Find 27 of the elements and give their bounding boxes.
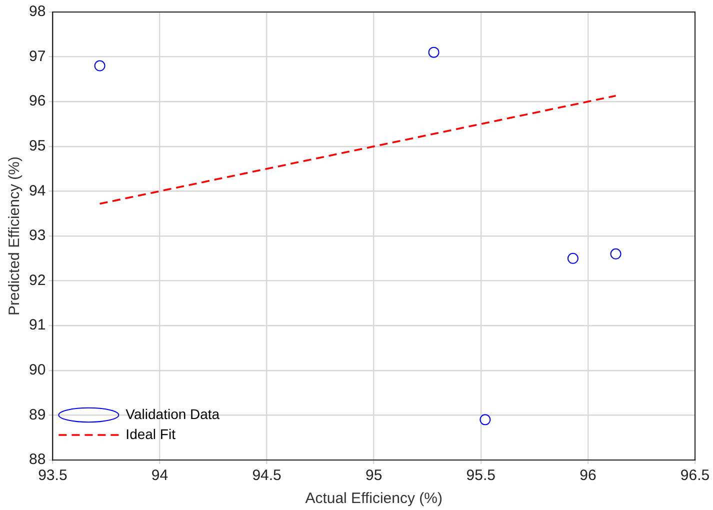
x-axis-title: Actual Efficiency (%)	[305, 490, 442, 508]
point	[94, 60, 106, 72]
x-tick-label: 95.5	[466, 467, 496, 484]
x-tick-label: 95	[366, 467, 382, 484]
y-tick-label: 94	[28, 182, 46, 200]
point	[567, 252, 578, 264]
x-tick-label: 93.5	[38, 467, 68, 484]
y-tick-label: 97	[28, 48, 46, 65]
point	[610, 248, 622, 260]
x-tick-label: 94	[151, 467, 168, 484]
y-tick-label: 91	[28, 316, 46, 334]
y-tick-label: 92	[28, 272, 46, 289]
y-tick-label: 98	[28, 3, 46, 20]
point	[428, 46, 440, 58]
y-tick-label: 96	[28, 92, 46, 110]
y-tick-label: 88	[28, 451, 46, 468]
y-tick-label: 93	[28, 227, 46, 244]
y-tick-label: 90	[28, 362, 46, 379]
y-axis-title: Predicted Efficiency (%)	[6, 156, 24, 316]
legend-label: Ideal Fit	[126, 426, 176, 442]
y-tick-label: 89	[28, 406, 46, 424]
x-tick-label: 94.5	[252, 467, 282, 484]
legend-label: Validation Data	[126, 406, 220, 422]
y-tick-label: 95	[28, 138, 46, 155]
x-tick-label: 96	[580, 467, 596, 484]
x-tick-label: 96.5	[680, 467, 710, 484]
point	[480, 414, 491, 426]
